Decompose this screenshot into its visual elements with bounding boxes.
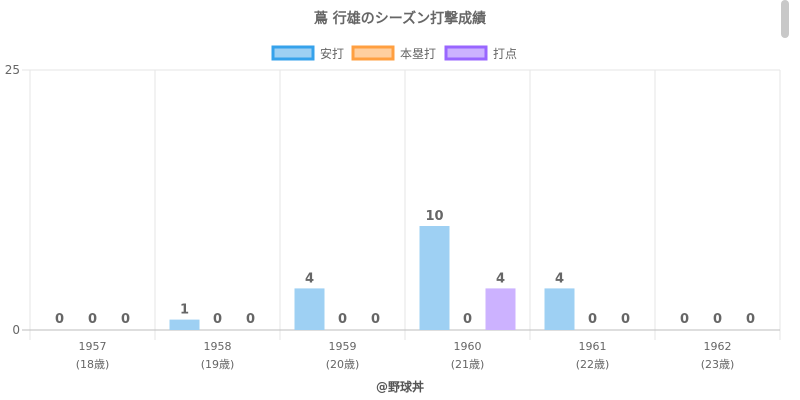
legend-swatch-0 bbox=[271, 45, 315, 61]
chart-legend: 安打 本塁打 打点 bbox=[271, 45, 517, 61]
chart-title: 蔦 行雄のシーズン打撃成績 bbox=[314, 10, 486, 27]
data-label: 10 bbox=[425, 209, 443, 224]
data-label: 0 bbox=[713, 312, 722, 327]
bar-0 bbox=[294, 288, 325, 330]
legend-swatch-2 bbox=[444, 45, 488, 61]
data-label: 0 bbox=[213, 312, 222, 327]
x-tick-sublabel: (21歳) bbox=[451, 358, 485, 371]
data-label: 4 bbox=[496, 271, 505, 286]
data-label: 0 bbox=[463, 312, 472, 327]
data-label: 0 bbox=[246, 312, 255, 327]
bar-0 bbox=[419, 226, 450, 330]
data-label: 0 bbox=[371, 312, 380, 327]
x-tick-label: 1958 bbox=[204, 340, 232, 353]
data-label: 0 bbox=[621, 312, 630, 327]
data-label: 4 bbox=[555, 271, 564, 286]
x-tick-label: 1957 bbox=[79, 340, 107, 353]
x-tick-label: 1960 bbox=[454, 340, 482, 353]
x-tick-label: 1961 bbox=[579, 340, 607, 353]
legend-label-0: 安打 bbox=[320, 46, 344, 61]
x-tick-sublabel: (18歳) bbox=[76, 358, 110, 371]
chart-axes: 0 25 1957 (18歳) 1958 (19歳) 1959 (20歳) 1960 (21歳) 1… bbox=[5, 63, 735, 371]
x-tick-sublabel: (23歳) bbox=[701, 358, 735, 371]
legend-label-1: 本塁打 bbox=[400, 47, 436, 61]
chart-grid bbox=[22, 69, 781, 340]
x-tick-label: 1959 bbox=[329, 340, 357, 353]
legend-label-2: 打点 bbox=[493, 47, 517, 61]
y-tick-label: 0 bbox=[12, 323, 20, 337]
bar-2 bbox=[485, 288, 516, 330]
scrollbar-thumb[interactable] bbox=[781, 0, 789, 38]
data-label: 0 bbox=[88, 312, 97, 327]
data-label: 0 bbox=[338, 312, 347, 327]
x-tick-sublabel: (22歳) bbox=[576, 358, 610, 371]
bar-0 bbox=[169, 319, 200, 330]
data-label: 4 bbox=[305, 271, 314, 286]
chart-bars bbox=[169, 226, 575, 330]
footer-credit: @野球丼 bbox=[375, 380, 424, 394]
y-tick-label: 25 bbox=[5, 63, 20, 77]
data-label: 1 bbox=[180, 303, 189, 318]
x-tick-label: 1962 bbox=[704, 340, 732, 353]
data-label: 0 bbox=[746, 312, 755, 327]
data-label: 0 bbox=[121, 312, 130, 327]
x-tick-sublabel: (19歳) bbox=[201, 358, 235, 371]
data-label: 0 bbox=[588, 312, 597, 327]
x-tick-sublabel: (20歳) bbox=[326, 358, 360, 371]
bar-0 bbox=[544, 288, 575, 330]
data-label: 0 bbox=[680, 312, 689, 327]
data-label: 0 bbox=[55, 312, 64, 327]
legend-swatch-1 bbox=[351, 45, 395, 61]
